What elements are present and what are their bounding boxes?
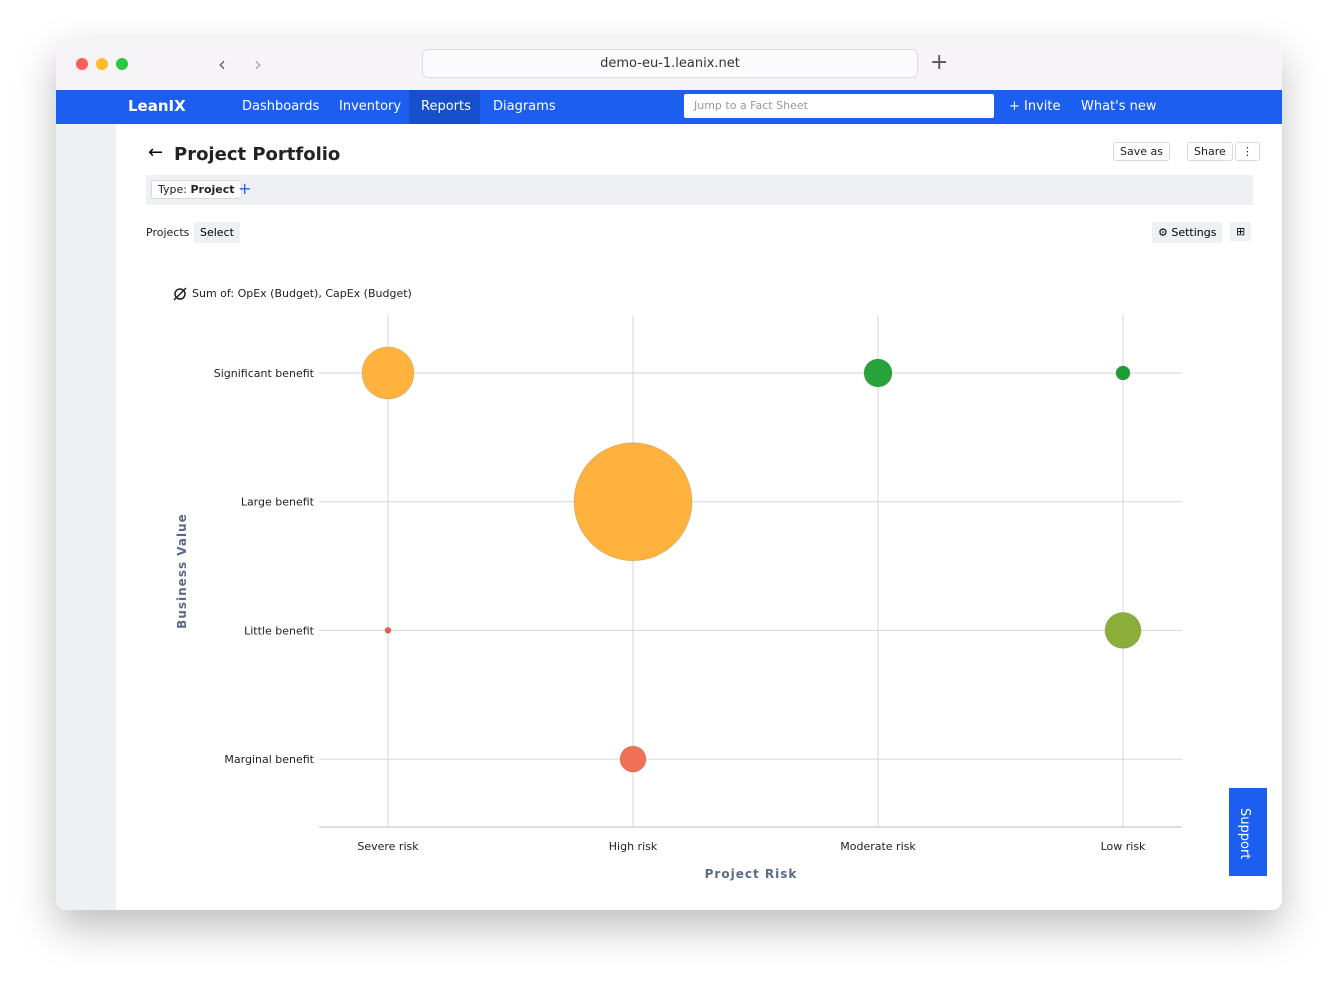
bubble: [619, 745, 647, 773]
settings-button[interactable]: ⚙ Settings: [1152, 222, 1223, 243]
size-legend-icon: [173, 287, 187, 301]
back-button[interactable]: ‹: [218, 52, 226, 76]
sidebar: [56, 124, 116, 910]
whats-new-button[interactable]: What's new: [1081, 99, 1157, 114]
size-legend-icon: [174, 288, 186, 300]
forward-button[interactable]: ›: [254, 52, 262, 76]
filter-value: Project: [190, 183, 235, 196]
select-button[interactable]: Select: [194, 222, 240, 243]
invite-button[interactable]: + Invite: [1009, 99, 1061, 114]
back-arrow[interactable]: ←: [148, 142, 164, 163]
table-view-button[interactable]: ⊞: [1230, 222, 1252, 241]
size-legend: Sum of: OpEx (Budget), CapEx (Budget): [192, 287, 412, 300]
settings-label: Settings: [1171, 226, 1217, 239]
x-tick-label: Moderate risk: [840, 840, 916, 853]
bubble: [573, 442, 693, 562]
projects-label: Projects: [146, 226, 190, 239]
add-filter[interactable]: +: [238, 179, 252, 198]
y-tick-label: Little benefit: [244, 624, 315, 637]
active-tab: [409, 90, 480, 124]
title-bar: ‹ › demo-eu-1.leanix.net +: [56, 38, 1282, 91]
bubble: [1115, 365, 1131, 381]
bubble: [1104, 611, 1142, 649]
x-tick-label: Severe risk: [357, 840, 419, 853]
page-title: Project Portfolio: [174, 144, 341, 165]
support-label: Support: [1237, 808, 1252, 860]
share-button[interactable]: Share: [1187, 142, 1233, 161]
y-tick-label: Large benefit: [241, 496, 315, 509]
filter-key: Type:: [158, 183, 187, 196]
zoom-button[interactable]: [116, 58, 128, 70]
bubble: [384, 626, 392, 634]
nav-bar: LeanIX Dashboards Inventory Reports Diag…: [56, 90, 1282, 124]
support-tab[interactable]: Support: [1229, 788, 1267, 876]
y-tick-label: Marginal benefit: [224, 753, 314, 766]
bubble: [863, 358, 893, 388]
new-tab-button[interactable]: +: [930, 50, 949, 75]
nav-item[interactable]: Diagrams: [493, 99, 556, 114]
nav-item[interactable]: Dashboards: [242, 99, 320, 114]
bubble-chart: Sum of: OpEx (Budget), CapEx (Budget) Sev…: [173, 287, 1182, 881]
x-axis-title: Project Risk: [705, 867, 798, 881]
x-tick-label: Low risk: [1101, 840, 1146, 853]
bubble: [361, 346, 415, 400]
nav-item[interactable]: Inventory: [339, 99, 402, 114]
brand[interactable]: LeanIX: [128, 97, 186, 115]
y-tick-label: Significant benefit: [214, 367, 315, 380]
more-button[interactable]: ⋮: [1235, 142, 1260, 161]
filter-bar: [146, 175, 1253, 205]
nav-item[interactable]: Reports: [421, 99, 471, 114]
save-as-button[interactable]: Save as: [1113, 142, 1170, 161]
minimize-button[interactable]: [96, 58, 108, 70]
browser-window: ‹ › demo-eu-1.leanix.net + LeanIX Dashbo…: [56, 38, 1282, 910]
close-button[interactable]: [76, 58, 88, 70]
search-input[interactable]: Jump to a Fact Sheet: [684, 94, 994, 118]
y-axis-title: Business Value: [175, 513, 189, 629]
filter-chip[interactable]: Type: Project: [151, 180, 242, 199]
x-tick-label: High risk: [609, 840, 658, 853]
address-bar[interactable]: demo-eu-1.leanix.net: [422, 49, 918, 78]
